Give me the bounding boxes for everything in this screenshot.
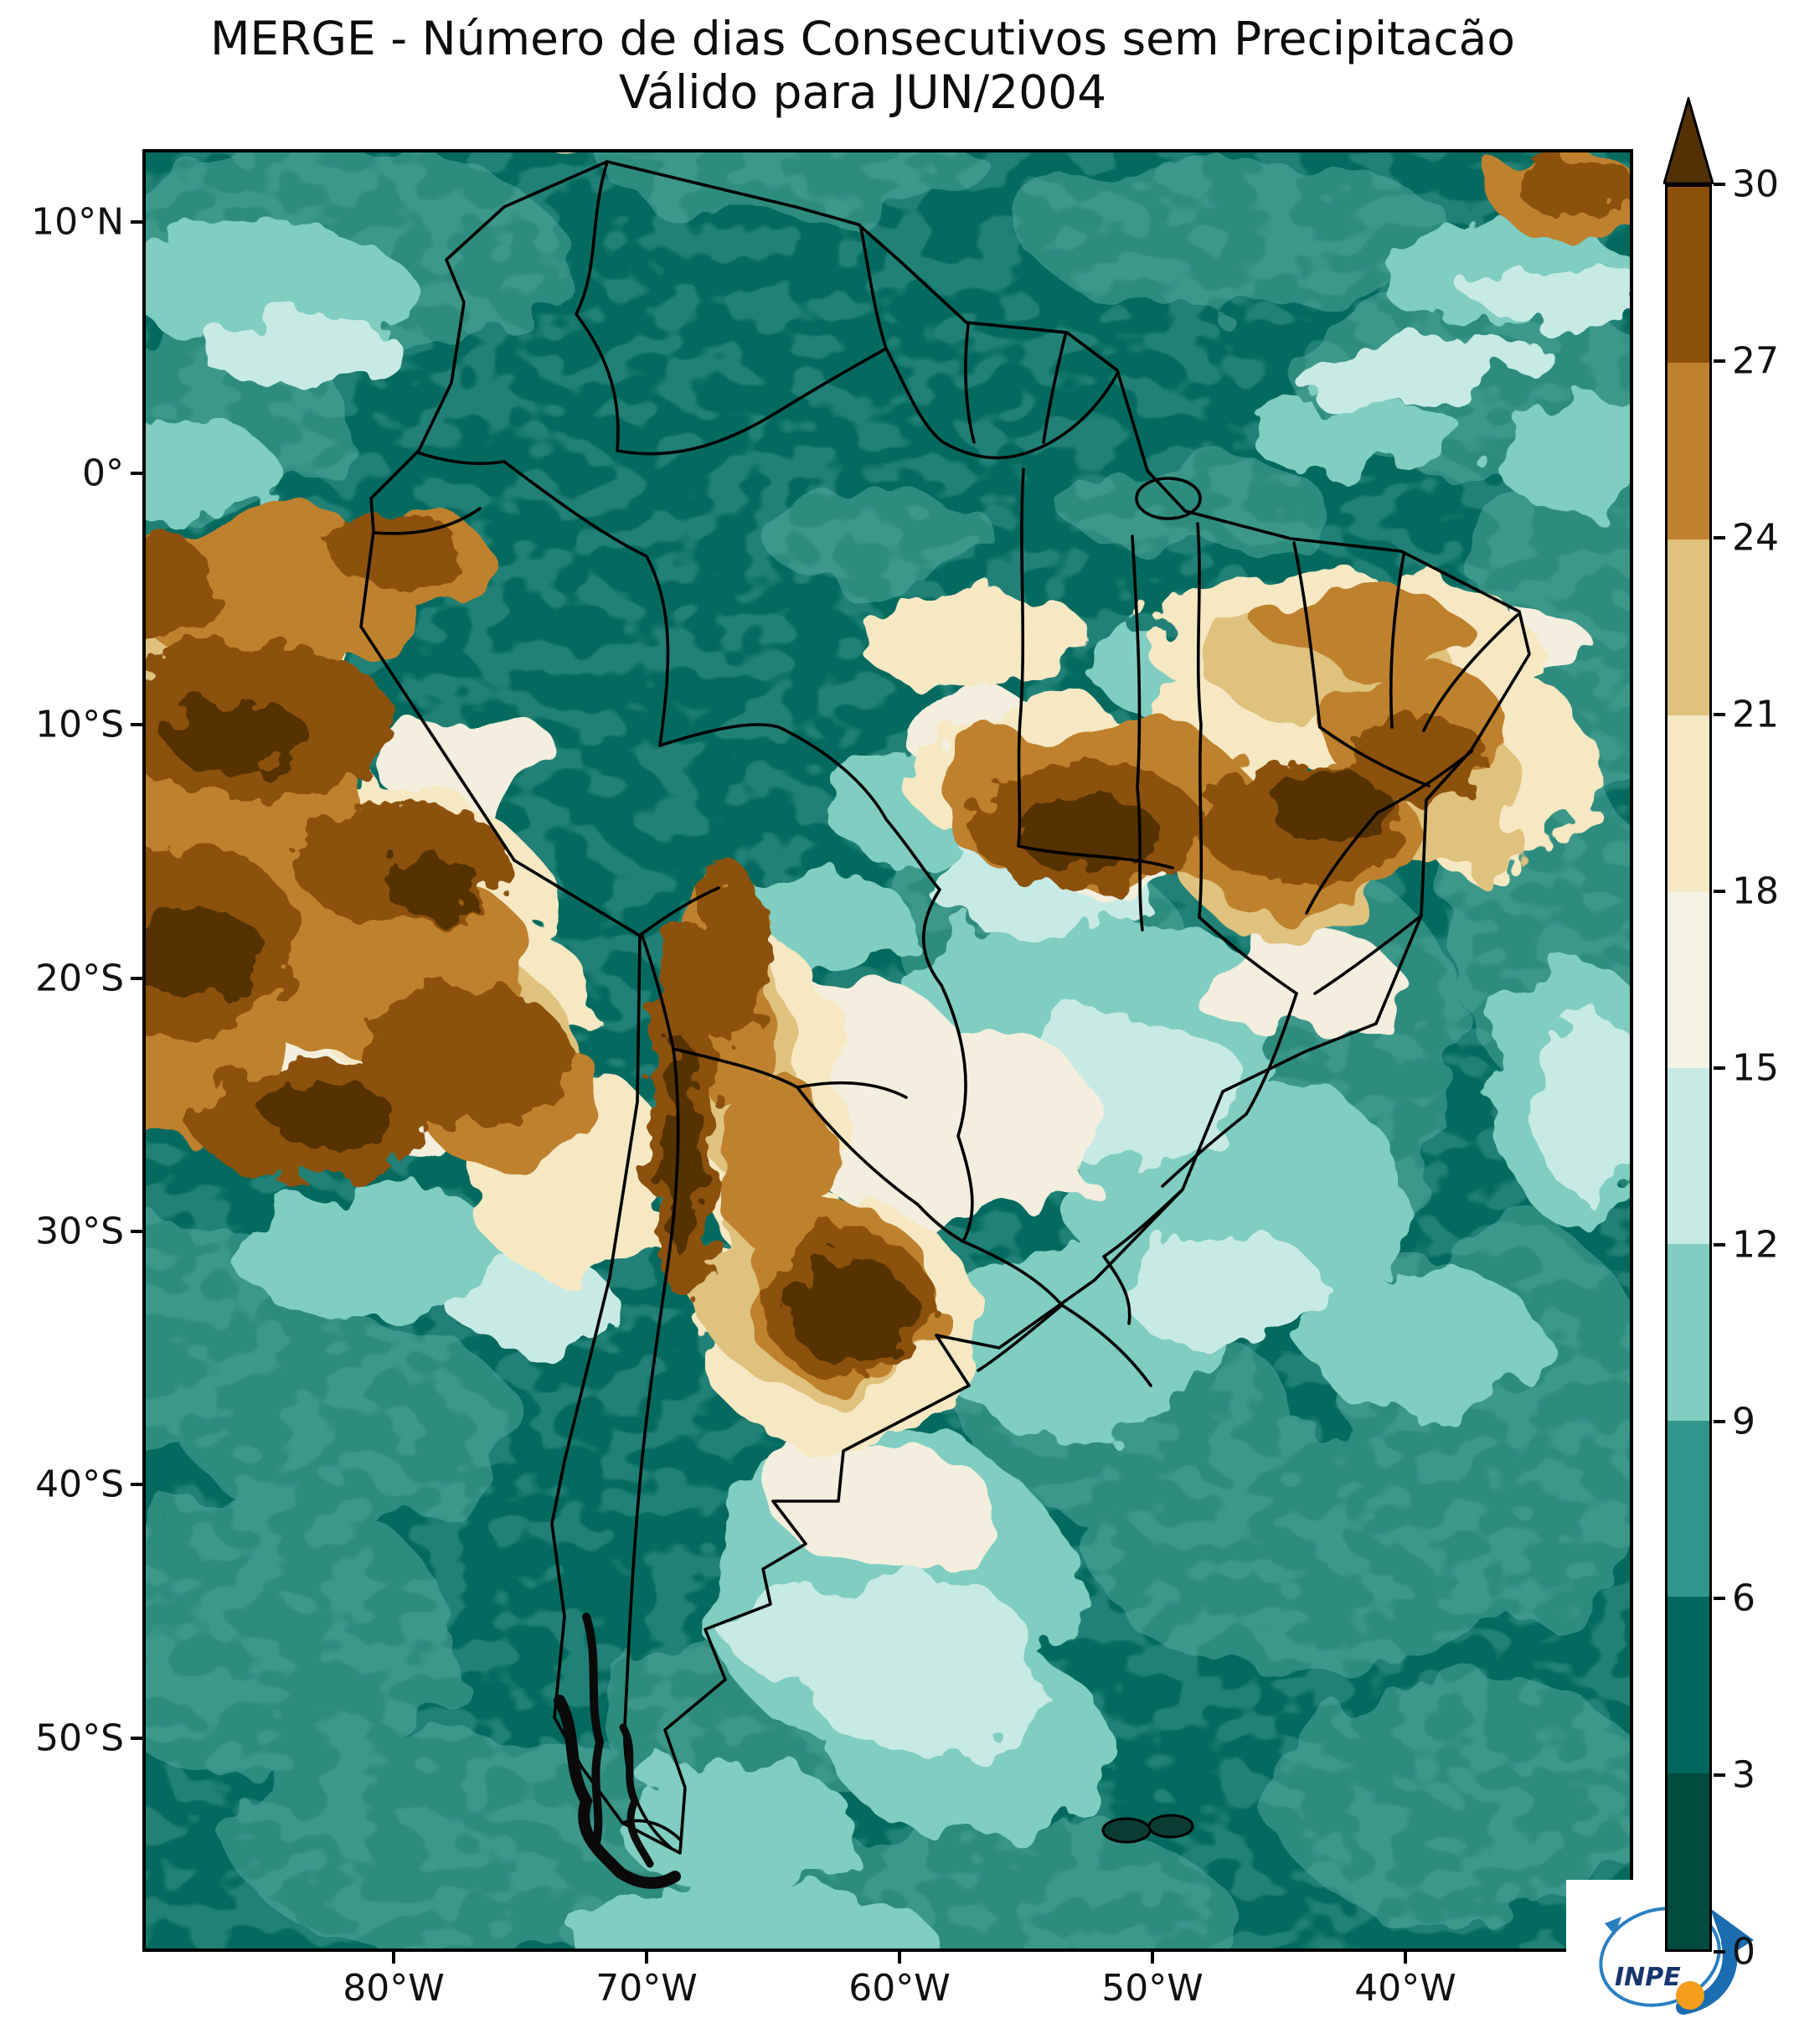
colorbar-tickmark bbox=[1714, 183, 1725, 186]
xaxis-label: 60°W bbox=[848, 1967, 951, 2010]
logo-orbit-ellipse bbox=[1599, 1907, 1721, 2007]
colorbar-tick-label: 27 bbox=[1732, 339, 1779, 383]
colorbar-bar bbox=[1665, 184, 1712, 1952]
yaxis-label: 40°S bbox=[35, 1463, 124, 1506]
xaxis-label: 80°W bbox=[343, 1967, 445, 2010]
yaxis-tickmark bbox=[131, 1737, 142, 1740]
inpe-logo-art: INPE bbox=[1599, 1907, 1754, 2015]
figure-title: MERGE - Número de dias Consecutivos sem … bbox=[92, 12, 1633, 119]
colorbar-segment bbox=[1668, 1420, 1709, 1598]
yaxis-label: 30°S bbox=[35, 1210, 124, 1253]
colorbar-tickmark bbox=[1714, 713, 1725, 716]
colorbar-tickmark bbox=[1714, 359, 1725, 363]
colorbar-segment bbox=[1668, 1244, 1709, 1421]
logo-arrowhead bbox=[1710, 1908, 1754, 1957]
colorbar-segment bbox=[1668, 187, 1709, 364]
colorbar-segment bbox=[1668, 539, 1709, 716]
colorbar-segment bbox=[1668, 715, 1709, 892]
yaxis-label: 10°N bbox=[31, 200, 124, 244]
colorbar-tickmark bbox=[1714, 1420, 1725, 1423]
colorbar-tick-label: 30 bbox=[1732, 163, 1779, 206]
colorbar-tick-label: 18 bbox=[1732, 870, 1779, 913]
colorbar-tick-label: 12 bbox=[1732, 1223, 1779, 1267]
yaxis-tickmark bbox=[131, 723, 142, 726]
yaxis-tickmark bbox=[131, 472, 142, 475]
map-canvas bbox=[142, 149, 1633, 1952]
colorbar-tick-label: 3 bbox=[1732, 1753, 1755, 1797]
falkland-islands bbox=[1101, 1814, 1194, 1844]
colorbar-tick-label: 24 bbox=[1732, 516, 1779, 560]
colorbar-segment bbox=[1668, 1773, 1709, 1950]
colorbar-tick-label: 9 bbox=[1732, 1400, 1755, 1443]
map-darkestbrown-patches bbox=[142, 699, 1394, 1363]
colorbar-arrow bbox=[1663, 97, 1714, 184]
logo-orbit-arrowhead bbox=[1605, 1917, 1621, 1935]
colorbar-tickmark bbox=[1714, 1950, 1725, 1954]
yaxis-label: 0° bbox=[82, 452, 124, 495]
yaxis-tickmark bbox=[131, 1230, 142, 1233]
colorbar-tick-label: 21 bbox=[1732, 693, 1779, 736]
colorbar-tick-label: 15 bbox=[1732, 1046, 1779, 1090]
colorbar-segment bbox=[1668, 1597, 1709, 1773]
xaxis-tickmark bbox=[392, 1952, 395, 1964]
xaxis-label: 50°W bbox=[1101, 1967, 1204, 2010]
xaxis-tickmark bbox=[1151, 1952, 1154, 1964]
yaxis-label: 50°S bbox=[35, 1716, 124, 1760]
yaxis-label: 20°S bbox=[35, 957, 124, 1000]
map-area: INPE bbox=[142, 149, 1765, 2044]
yaxis-tickmark bbox=[131, 220, 142, 224]
colorbar-arrow-triangle bbox=[1663, 97, 1714, 184]
xaxis-label: 70°W bbox=[595, 1967, 698, 2010]
coastline bbox=[359, 160, 1531, 1855]
xaxis-tickmark bbox=[898, 1952, 901, 1964]
colorbar-segment bbox=[1668, 891, 1709, 1069]
map-frame-border bbox=[142, 149, 1633, 1952]
yaxis-tickmark bbox=[131, 977, 142, 980]
colorbar-tickmark bbox=[1714, 1597, 1725, 1600]
logo-orange-ball bbox=[1676, 1981, 1704, 2010]
colorbar-segment bbox=[1668, 363, 1709, 539]
colorbar-tickmark bbox=[1714, 890, 1725, 893]
colorbar-tickmark bbox=[1714, 536, 1725, 539]
colorbar-tickmark bbox=[1714, 1066, 1725, 1070]
colorbar-tick-label: 6 bbox=[1732, 1577, 1755, 1620]
yaxis-label: 10°S bbox=[35, 703, 124, 746]
colorbar-tickmark bbox=[1714, 1773, 1725, 1777]
yaxis-tickmark bbox=[131, 1483, 142, 1486]
colorbar-tickmark bbox=[1714, 1243, 1725, 1247]
country-borders bbox=[359, 160, 1531, 1855]
fjords-terrain bbox=[554, 1613, 681, 1889]
colorbar-tick-label: 0 bbox=[1732, 1930, 1755, 1974]
logo-text: INPE bbox=[1615, 1963, 1681, 1992]
title-line2: Válido para JUN/2004 bbox=[618, 65, 1107, 119]
xaxis-label: 40°W bbox=[1354, 1967, 1456, 2010]
xaxis-tickmark bbox=[1404, 1952, 1407, 1964]
title-line1: MERGE - Número de dias Consecutivos sem … bbox=[209, 12, 1516, 65]
colorbar-segment bbox=[1668, 1068, 1709, 1245]
xaxis-tickmark bbox=[645, 1952, 648, 1964]
